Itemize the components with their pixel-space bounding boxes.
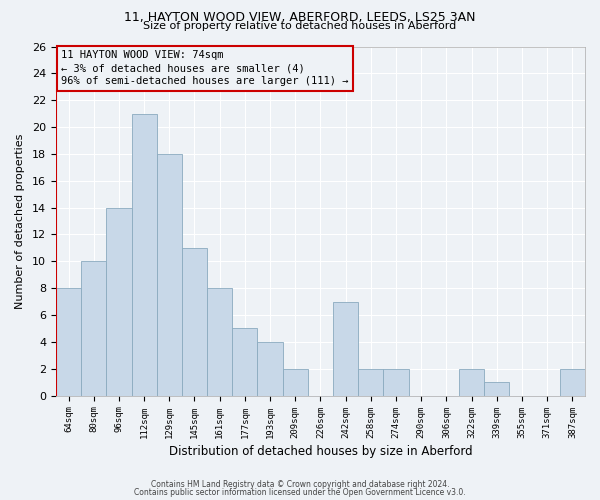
Text: Size of property relative to detached houses in Aberford: Size of property relative to detached ho… bbox=[143, 21, 457, 31]
Bar bbox=[358, 368, 383, 396]
Bar bbox=[182, 248, 207, 396]
Bar bbox=[131, 114, 157, 396]
Bar bbox=[383, 368, 409, 396]
Text: Contains public sector information licensed under the Open Government Licence v3: Contains public sector information licen… bbox=[134, 488, 466, 497]
Bar bbox=[157, 154, 182, 396]
Bar bbox=[560, 368, 585, 396]
Bar bbox=[207, 288, 232, 396]
Bar bbox=[56, 288, 81, 396]
Text: 11, HAYTON WOOD VIEW, ABERFORD, LEEDS, LS25 3AN: 11, HAYTON WOOD VIEW, ABERFORD, LEEDS, L… bbox=[124, 11, 476, 24]
Bar bbox=[106, 208, 131, 396]
Bar bbox=[81, 262, 106, 396]
Bar bbox=[484, 382, 509, 396]
Bar bbox=[232, 328, 257, 396]
Text: 11 HAYTON WOOD VIEW: 74sqm
← 3% of detached houses are smaller (4)
96% of semi-d: 11 HAYTON WOOD VIEW: 74sqm ← 3% of detac… bbox=[61, 50, 349, 86]
Bar bbox=[459, 368, 484, 396]
Y-axis label: Number of detached properties: Number of detached properties bbox=[15, 134, 25, 308]
X-axis label: Distribution of detached houses by size in Aberford: Distribution of detached houses by size … bbox=[169, 444, 472, 458]
Bar bbox=[257, 342, 283, 396]
Bar bbox=[283, 368, 308, 396]
Bar bbox=[333, 302, 358, 396]
Text: Contains HM Land Registry data © Crown copyright and database right 2024.: Contains HM Land Registry data © Crown c… bbox=[151, 480, 449, 489]
